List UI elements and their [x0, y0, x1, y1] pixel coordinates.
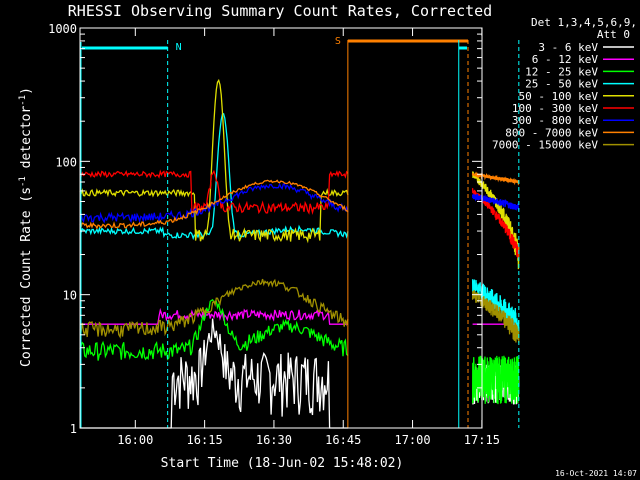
series-line	[471, 355, 520, 405]
series-line	[79, 179, 349, 230]
y-axis-label-sup1: -1	[18, 176, 28, 187]
axes: 16:00 16:15 16:30 16:45 17:00 17:15 1 10 100 1000	[48, 22, 500, 447]
x-tick-label: 17:00	[394, 433, 430, 447]
y-axis-label-end: )	[19, 87, 34, 95]
night-label: N	[176, 42, 182, 53]
chart-title: RHESSI Observing Summary Count Rates, Co…	[68, 2, 492, 20]
y-tick-label: 10	[63, 289, 77, 303]
y-axis-label: Corrected Count Rate (s-1 detector-1)	[18, 87, 34, 367]
timestamp: 16-Oct-2021 14:07	[555, 469, 637, 478]
legend-header-line2: Att 0	[597, 28, 630, 41]
y-tick-label: 100	[55, 155, 77, 169]
series-line	[79, 169, 349, 215]
legend-label: 7000 - 15000 keV	[492, 139, 598, 152]
x-tick-label: 16:30	[256, 433, 292, 447]
legend-label: 25 - 50 keV	[525, 78, 598, 91]
legend-label: 6 - 12 keV	[532, 53, 599, 66]
series-line	[79, 278, 349, 339]
legend-label: 3 - 6 keV	[538, 41, 598, 54]
series-line	[79, 182, 349, 224]
legend-label: 12 - 25 keV	[525, 65, 598, 78]
legend-header-line1: Det 1,3,4,5,6,9,	[531, 16, 637, 29]
legend-label: 300 - 800 keV	[512, 114, 598, 127]
x-tick-label: 16:15	[187, 433, 223, 447]
series-line	[79, 78, 349, 244]
legend-label: 100 - 300 keV	[512, 102, 598, 115]
x-axis-label: Start Time (18-Jun-02 15:48:02)	[161, 456, 404, 471]
series-line	[471, 170, 520, 270]
y-axis-label-mid: detector	[19, 106, 34, 177]
y-axis-label-main: Corrected Count Rate (s	[19, 187, 34, 367]
saa-label: S	[335, 36, 341, 47]
x-tick-label: 17:15	[464, 433, 500, 447]
y-tick-label: 1	[70, 422, 77, 436]
series-line	[471, 193, 520, 211]
x-tick-label: 16:45	[325, 433, 361, 447]
axes-frame	[79, 27, 483, 429]
y-tick-label: 1000	[48, 22, 77, 36]
legend-label: 800 - 7000 keV	[505, 126, 598, 139]
y-axis-label-sup2: -1	[18, 95, 28, 106]
x-tick-label: 16:00	[117, 433, 153, 447]
legend-label: 50 - 100 keV	[519, 90, 599, 103]
series-line	[471, 171, 520, 186]
series-line	[471, 289, 520, 343]
